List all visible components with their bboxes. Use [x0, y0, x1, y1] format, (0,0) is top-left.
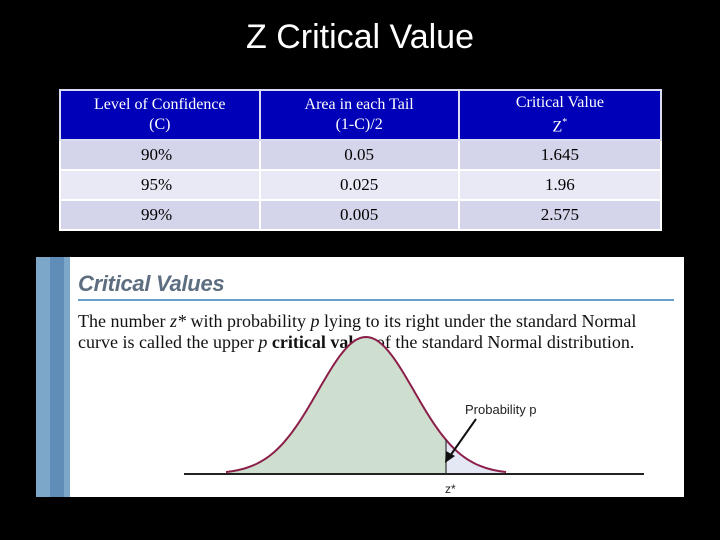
figure-divider: [78, 299, 674, 301]
shaded-area-main: [226, 337, 446, 474]
figure-heading: Critical Values: [78, 271, 225, 296]
table-row: 99% 0.005 2.575: [59, 199, 663, 231]
table-row: 90% 0.05 1.645: [59, 139, 663, 171]
header-subtext: (1-C)/2: [335, 116, 383, 133]
header-text: Area in each Tail: [304, 96, 414, 113]
header-text: Level of Confidence: [94, 96, 226, 113]
text-part: with probability: [185, 311, 311, 331]
header-subtext: (C): [149, 116, 171, 133]
text-p: p: [310, 311, 320, 331]
cell-confidence: 99%: [59, 199, 261, 231]
text-part: lying to its right under the standard No…: [78, 311, 637, 352]
header-critical-value: Critical Value Z*: [457, 89, 663, 141]
cell-critical-value: 1.96: [457, 169, 663, 201]
header-area-each-tail: Area in each Tail (1-C)/2: [258, 89, 460, 141]
normal-curve: [225, 335, 507, 474]
probability-label: Probability p: [465, 402, 537, 417]
text-z-star: z*: [169, 311, 186, 331]
text-part: of the standard Normal distribution.: [371, 332, 635, 352]
cell-tail-area: 0.005: [258, 199, 460, 231]
critical-values-figure: Critical Values The number z* with proba…: [36, 257, 684, 497]
text-part: The number: [78, 311, 170, 331]
text-p: p: [258, 332, 268, 352]
z-critical-table: Level of Confidence (C) Area in each Tai…: [59, 89, 663, 231]
cell-confidence: 95%: [59, 169, 261, 201]
figure-sidebar-stripe: [50, 257, 64, 497]
cell-critical-value: 1.645: [457, 139, 663, 171]
shaded-area-tail: [446, 439, 506, 474]
normal-curve-diagram: [184, 335, 644, 475]
header-level-of-confidence: Level of Confidence (C): [59, 89, 261, 141]
cell-critical-value: 2.575: [457, 199, 663, 231]
header-text: Critical Value: [515, 93, 604, 111]
z-star-label: z*: [445, 482, 456, 496]
table-header-row: Level of Confidence (C) Area in each Tai…: [59, 89, 663, 141]
table-row: 95% 0.025 1.96: [59, 169, 663, 201]
probability-arrow-head: [445, 451, 455, 463]
header-superscript: *: [562, 116, 568, 128]
cell-confidence: 90%: [59, 139, 261, 171]
slide-title: Z Critical Value: [246, 18, 474, 56]
cell-tail-area: 0.05: [258, 139, 460, 171]
cell-tail-area: 0.025: [258, 169, 460, 201]
figure-sidebar: [36, 257, 70, 497]
header-subtext: Z: [552, 118, 563, 136]
figure-definition-text: The number z* with probability p lying t…: [78, 311, 678, 353]
probability-arrow-shaft: [449, 418, 477, 457]
